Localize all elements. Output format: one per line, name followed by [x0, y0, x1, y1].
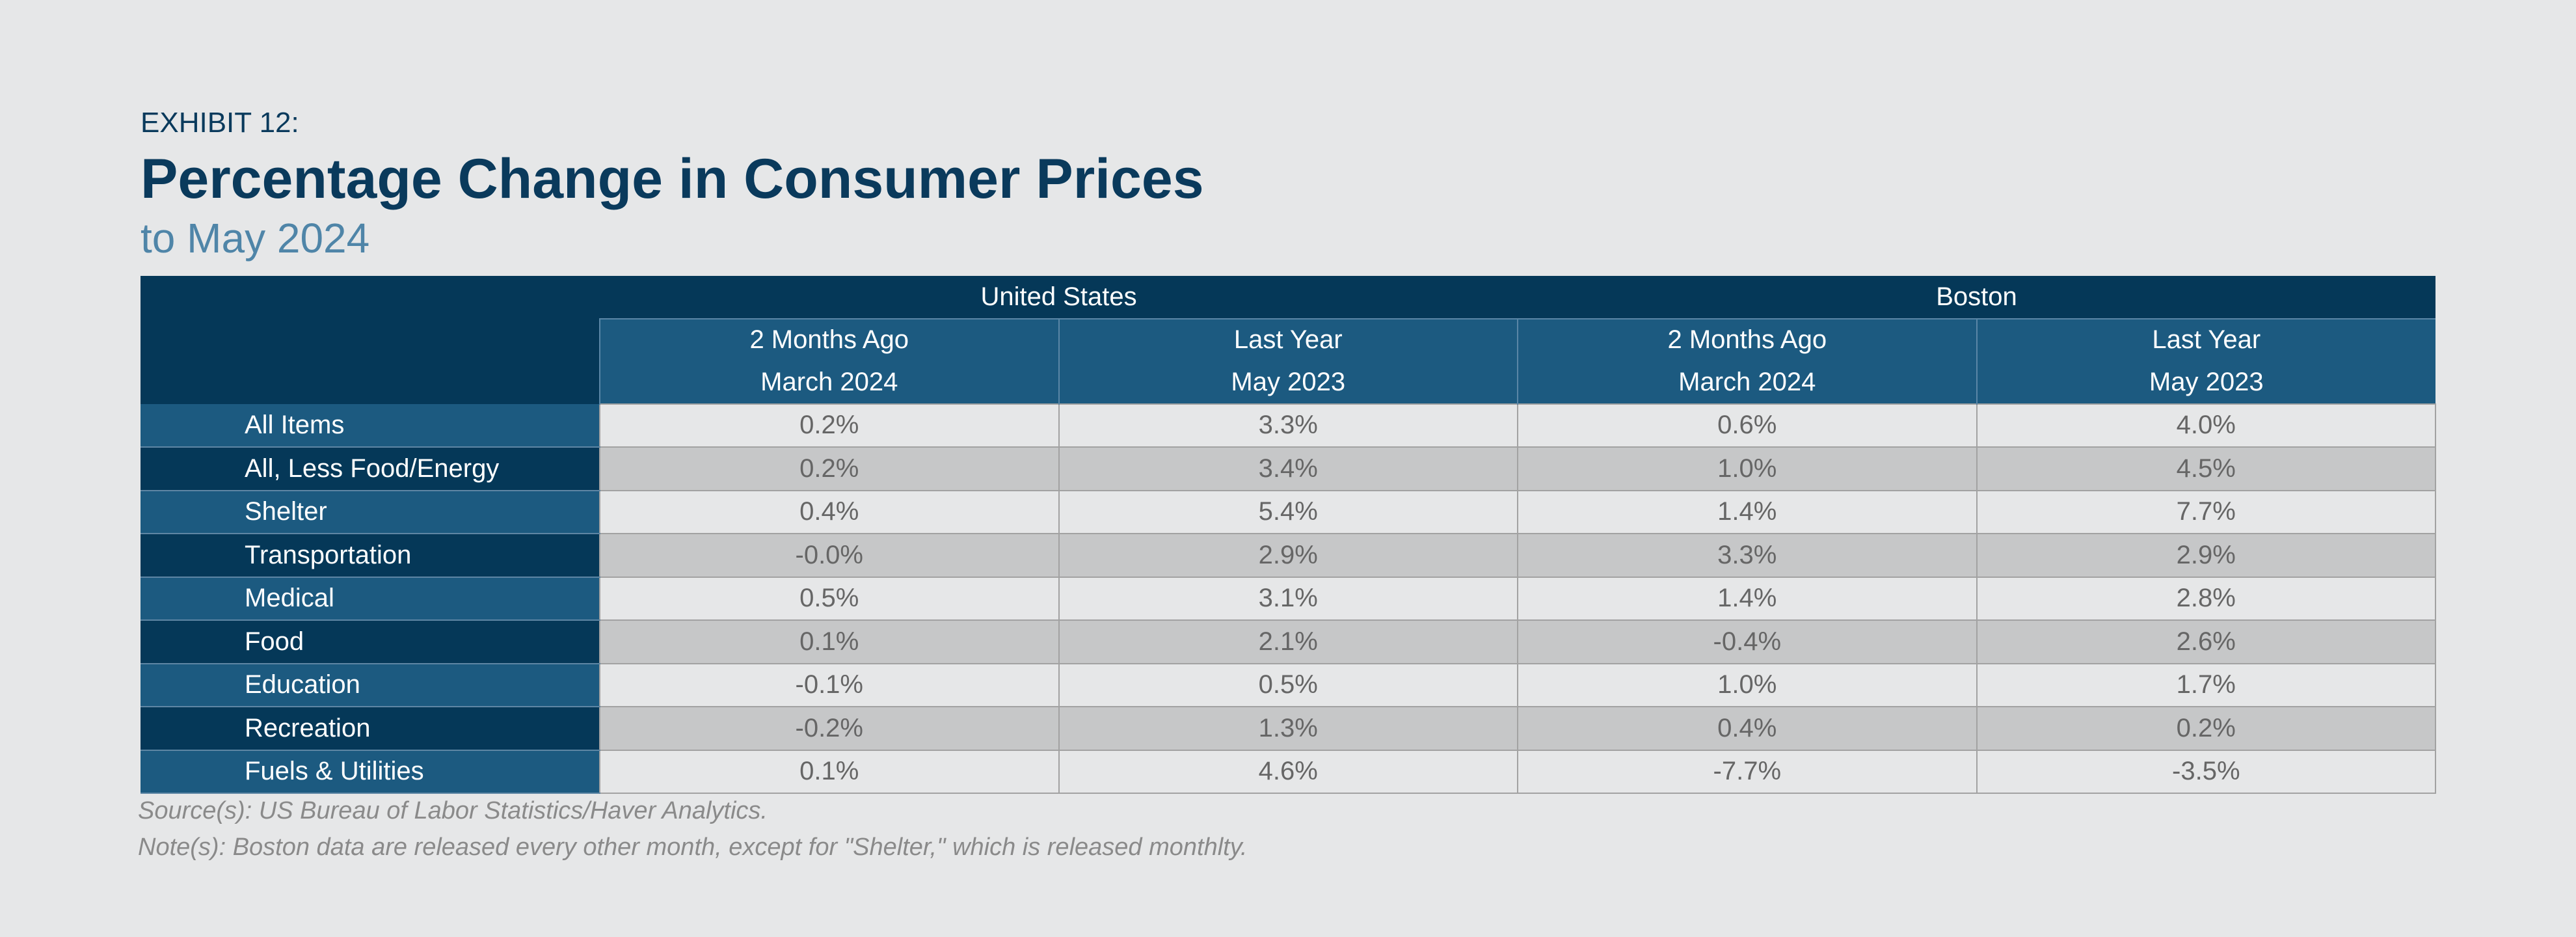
exhibit-header: EXHIBIT 12: Percentage Change in Consume…: [141, 104, 1204, 264]
table-cell: 1.0%: [1517, 662, 1978, 707]
table-row: Fuels & Utilities 0.1% 4.6% -7.7% -3.5%: [141, 749, 2437, 794]
table-cell: 0.4%: [599, 489, 1060, 534]
table-cell: 0.1%: [599, 749, 1060, 794]
row-label: Fuels & Utilities: [141, 750, 600, 794]
table-cell: 3.4%: [1058, 446, 1519, 491]
footnotes: Source(s): US Bureau of Labor Statistics…: [138, 793, 1247, 865]
table-body: All Items 0.2% 3.3% 0.6% 4.0% All, Less Food/…: [141, 403, 2437, 794]
table-cell: 0.5%: [599, 576, 1060, 621]
table-cell: 2.1%: [1058, 619, 1519, 664]
table-cell: 1.0%: [1517, 446, 1978, 491]
table-cell: -7.7%: [1517, 749, 1978, 794]
table-row: All, Less Food/Energy 0.2% 3.4% 1.0% 4.5%: [141, 446, 2437, 491]
table-cell: 0.1%: [599, 619, 1060, 664]
exhibit-label: EXHIBIT 12:: [141, 107, 299, 139]
source-note: Source(s): US Bureau of Labor Statistics…: [138, 797, 768, 824]
row-label: Shelter: [141, 490, 600, 534]
row-label: Food: [141, 620, 600, 664]
column-header-boston-last-year: Last Year: [1976, 318, 2436, 361]
row-label: All Items: [141, 403, 600, 448]
table-cell: 0.2%: [599, 403, 1060, 448]
column-subheader-boston-march-2024: March 2024: [1517, 361, 1977, 404]
table-cell: 4.5%: [1976, 446, 2437, 491]
table-cell: 3.3%: [1517, 533, 1978, 578]
page-title: Percentage Change in Consumer Prices: [141, 148, 1204, 210]
column-group-united-states: United States: [600, 276, 1518, 319]
table-row: Recreation -0.2% 1.3% 0.4% 0.2%: [141, 706, 2437, 751]
table-cell: 2.8%: [1976, 576, 2437, 621]
column-subheader-us-may-2023: May 2023: [1058, 361, 1518, 404]
table-row: Food 0.1% 2.1% -0.4% 2.6%: [141, 619, 2437, 664]
table-corner: [141, 276, 600, 404]
table-cell: -0.4%: [1517, 619, 1978, 664]
data-note: Note(s): Boston data are released every …: [138, 834, 1248, 861]
table-cell: 0.2%: [599, 446, 1060, 491]
table-row: Transportation -0.0% 2.9% 3.3% 2.9%: [141, 533, 2437, 578]
table-row: Shelter 0.4% 5.4% 1.4% 7.7%: [141, 489, 2437, 534]
column-subheader-boston-may-2023: May 2023: [1976, 361, 2436, 404]
table-cell: 0.6%: [1517, 403, 1978, 448]
table-cell: 4.0%: [1976, 403, 2437, 448]
table-cell: 2.6%: [1976, 619, 2437, 664]
column-group-boston: Boston: [1518, 276, 2436, 319]
table-cell: 0.4%: [1517, 706, 1978, 751]
table-cell: 3.3%: [1058, 403, 1519, 448]
table-cell: 7.7%: [1976, 489, 2437, 534]
table-cell: -0.0%: [599, 533, 1060, 578]
table-cell: 0.5%: [1058, 662, 1519, 707]
page-subtitle: to May 2024: [141, 215, 370, 262]
table-cell: 3.1%: [1058, 576, 1519, 621]
row-label: Medical: [141, 577, 600, 621]
table-cell: 2.9%: [1976, 533, 2437, 578]
column-header-us-2-months-ago: 2 Months Ago: [599, 318, 1059, 361]
table-cell: 1.3%: [1058, 706, 1519, 751]
row-label: Recreation: [141, 707, 600, 751]
price-change-table: United States Boston 2 Months Ago Last Y…: [141, 276, 2437, 794]
table-cell: -0.1%: [599, 662, 1060, 707]
table-cell: 0.2%: [1976, 706, 2437, 751]
row-label: All, Less Food/Energy: [141, 447, 600, 491]
row-label: Transportation: [141, 534, 600, 578]
table-cell: -0.2%: [599, 706, 1060, 751]
table-cell: 1.7%: [1976, 662, 2437, 707]
row-label: Education: [141, 663, 600, 707]
table-row: Education -0.1% 0.5% 1.0% 1.7%: [141, 662, 2437, 707]
column-header-boston-2-months-ago: 2 Months Ago: [1517, 318, 1977, 361]
table-cell: 5.4%: [1058, 489, 1519, 534]
table-cell: 4.6%: [1058, 749, 1519, 794]
table-cell: -3.5%: [1976, 749, 2437, 794]
column-header-us-last-year: Last Year: [1058, 318, 1518, 361]
column-subheader-us-march-2024: March 2024: [599, 361, 1059, 404]
table-row: Medical 0.5% 3.1% 1.4% 2.8%: [141, 576, 2437, 621]
table-cell: 2.9%: [1058, 533, 1519, 578]
table-row: All Items 0.2% 3.3% 0.6% 4.0%: [141, 403, 2437, 448]
table-cell: 1.4%: [1517, 489, 1978, 534]
table-cell: 1.4%: [1517, 576, 1978, 621]
